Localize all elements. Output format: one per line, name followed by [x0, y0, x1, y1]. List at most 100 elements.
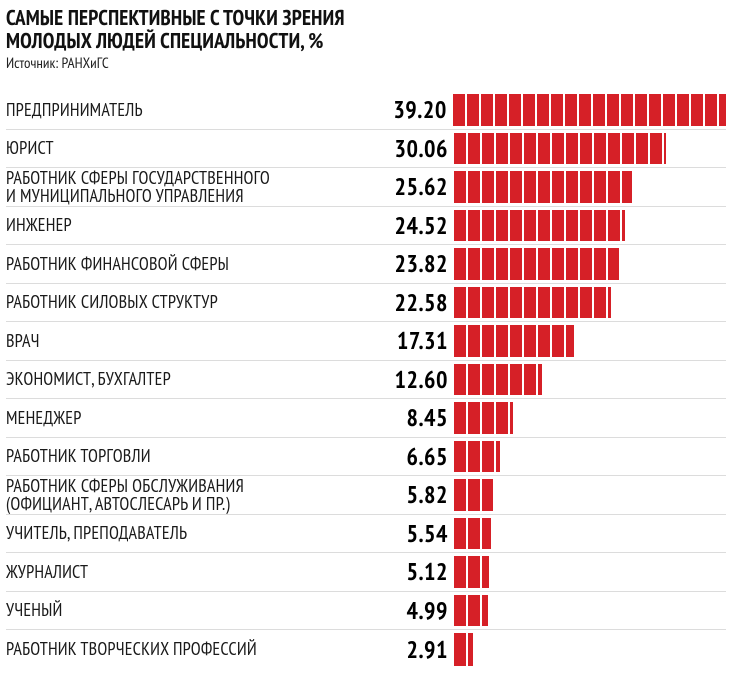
bar-segment: [468, 210, 480, 242]
bar-segment: [538, 133, 550, 165]
chart-row: РАБОТНИК СФЕРЫ ОБСЛУЖИВАНИЯ(ОФИЦИАНТ, АВ…: [6, 476, 726, 515]
chart-row: РАБОТНИК ТОРГОВЛИ6.65: [6, 438, 726, 477]
bar-segment: [636, 133, 648, 165]
bar-segment: [538, 325, 550, 357]
bar-segment: [509, 94, 521, 126]
bar-segment: [552, 210, 564, 242]
bar-segment: [467, 94, 479, 126]
bar-segment: [482, 364, 494, 396]
row-value: 4.99: [376, 595, 454, 626]
bar-segment: [454, 518, 466, 550]
row-bar: [454, 592, 726, 630]
bar-segment: [705, 94, 717, 126]
row-label: РАБОТНИК СИЛОВЫХ СТРУКТУР: [6, 293, 376, 311]
bar-segment-partial: [608, 287, 611, 319]
bar-segment: [468, 248, 480, 280]
bar-segment: [468, 364, 480, 396]
bar-segment-partial: [482, 518, 491, 550]
row-bar: [454, 476, 726, 514]
bar-segment: [621, 94, 633, 126]
bar-segment: [593, 94, 605, 126]
bar-segment: [552, 325, 564, 357]
bar-segment: [524, 171, 536, 203]
bar-segment: [552, 133, 564, 165]
row-label: УЧЕНЫЙ: [6, 601, 376, 619]
bar-segment: [510, 171, 522, 203]
row-label: РАБОТНИК СФЕРЫ ГОСУДАРСТВЕННОГОИ МУНИЦИП…: [6, 169, 376, 206]
row-value: 30.06: [376, 133, 454, 164]
row-bar: [454, 168, 726, 206]
chart-row: УЧИТЕЛЬ, ПРЕПОДАВАТЕЛЬ5.54: [6, 515, 726, 554]
bar-segment: [607, 94, 619, 126]
row-bar: [454, 515, 726, 553]
bar-segment: [537, 94, 549, 126]
bar-segment: [468, 287, 480, 319]
bar-segment: [551, 94, 563, 126]
bar-segment: [608, 210, 620, 242]
row-bar: [453, 91, 726, 129]
row-bar: [454, 630, 726, 669]
bar-segment: [552, 171, 564, 203]
bar-segment-partial: [538, 364, 542, 396]
row-label: ЭКОНОМИСТ, БУХГАЛТЕР: [6, 370, 376, 388]
bar-segment: [510, 364, 522, 396]
bar-segment: [510, 325, 522, 357]
bar-segment: [468, 441, 480, 473]
bar-segment-partial: [622, 171, 632, 203]
bar-segment: [454, 325, 466, 357]
bar-segment: [482, 248, 494, 280]
bar-segment: [580, 287, 592, 319]
row-bar: [454, 399, 726, 437]
row-value: 5.54: [376, 518, 454, 549]
bar-segment: [510, 210, 522, 242]
row-label: УЧИТЕЛЬ, ПРЕПОДАВАТЕЛЬ: [6, 524, 376, 542]
row-label: ЖУРНАЛИСТ: [6, 563, 376, 581]
row-bar: [454, 130, 726, 168]
bar-segment: [482, 402, 494, 434]
bar-segment: [496, 364, 508, 396]
bar-segment: [496, 402, 508, 434]
bar-segment: [454, 479, 466, 511]
chart-row: РАБОТНИК СФЕРЫ ГОСУДАРСТВЕННОГОИ МУНИЦИП…: [6, 168, 726, 207]
bar-segment: [566, 210, 578, 242]
chart-rows: ПРЕДПРИНИМАТЕЛЬ39.20ЮРИСТ30.06РАБОТНИК С…: [6, 91, 726, 669]
bar-segment: [608, 171, 620, 203]
bar-segment: [524, 133, 536, 165]
bar-segment: [608, 133, 620, 165]
bar-segment-partial: [482, 479, 493, 511]
bar-segment: [635, 94, 647, 126]
bar-segment: [524, 248, 536, 280]
bar-segment-partial: [719, 94, 726, 126]
row-label: РАБОТНИК ТОРГОВЛИ: [6, 447, 376, 465]
chart-row: ЭКОНОМИСТ, БУХГАЛТЕР12.60: [6, 361, 726, 400]
bar-segment-partial: [468, 633, 473, 666]
row-bar: [454, 207, 726, 245]
row-value: 6.65: [376, 441, 454, 472]
bar-segment: [565, 94, 577, 126]
bar-segment: [510, 248, 522, 280]
row-label: РАБОТНИК СФЕРЫ ОБСЛУЖИВАНИЯ(ОФИЦИАНТ, АВ…: [6, 477, 376, 514]
chart-source: Источник: РАНХиГС: [6, 54, 726, 73]
bar-segment: [454, 556, 466, 588]
chart-row: РАБОТНИК ФИНАНСОВОЙ СФЕРЫ23.82: [6, 245, 726, 284]
row-value: 5.12: [376, 556, 454, 587]
bar-segment: [468, 479, 480, 511]
bar-segment: [594, 248, 606, 280]
row-label: РАБОТНИК ФИНАНСОВОЙ СФЕРЫ: [6, 255, 376, 273]
bar-segment: [482, 287, 494, 319]
bar-segment: [580, 210, 592, 242]
bar-segment-partial: [664, 133, 666, 165]
bar-segment: [482, 171, 494, 203]
chart-row: ИНЖЕНЕР24.52: [6, 207, 726, 246]
row-value: 5.82: [376, 479, 454, 510]
bar-segment: [468, 595, 480, 627]
bar-segment: [482, 133, 494, 165]
bar-segment: [524, 287, 536, 319]
chart-row: ВРАЧ17.31: [6, 322, 726, 361]
bar-segment: [468, 518, 480, 550]
bar-segment: [538, 287, 550, 319]
row-value: 2.91: [376, 634, 454, 665]
bar-segment: [538, 171, 550, 203]
row-bar: [454, 284, 726, 322]
chart-row: ЮРИСТ30.06: [6, 130, 726, 169]
